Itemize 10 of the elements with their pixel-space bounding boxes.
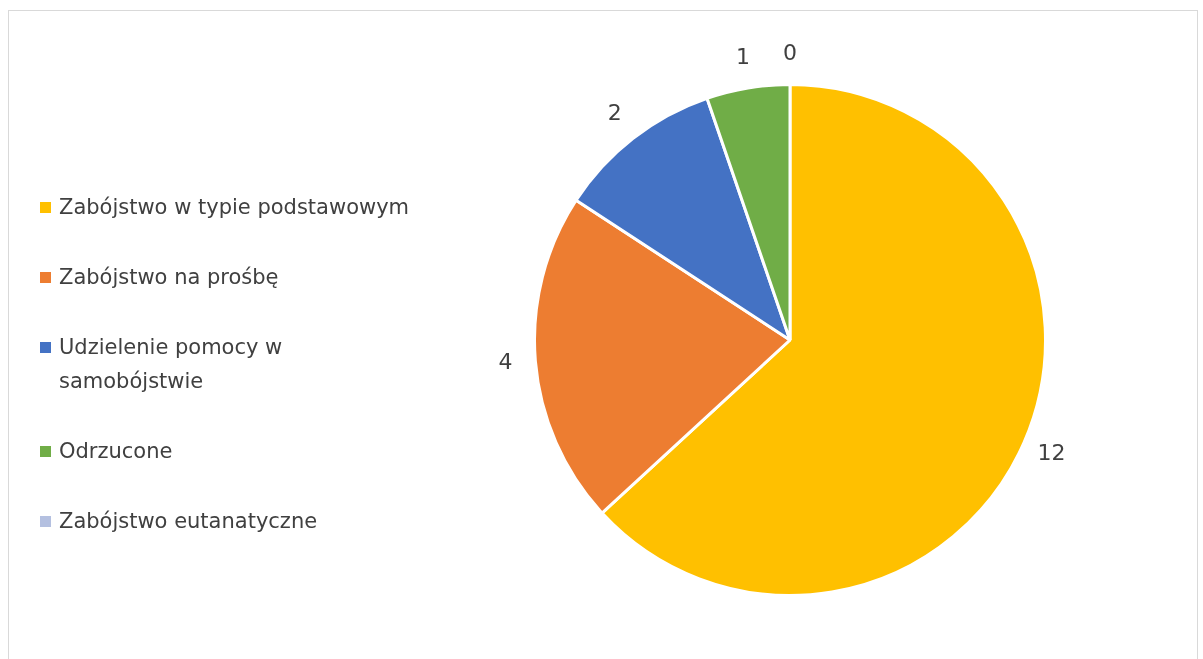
- data-label: 2: [607, 100, 622, 126]
- legend-label: Zabójstwo na prośbę: [59, 264, 279, 291]
- data-label: 1: [736, 44, 751, 70]
- legend-label: Zabójstwo eutanatyczne: [59, 508, 318, 535]
- legend-label: Zabójstwo w typie podstawowym: [59, 194, 410, 221]
- legend-label: Udzielenie pomocy w samobójstwie: [59, 334, 284, 395]
- legend-label: Odrzucone: [59, 438, 173, 465]
- text: 0: [783, 40, 797, 66]
- data-label: 12: [1037, 440, 1066, 466]
- data-label: 4: [498, 349, 513, 375]
